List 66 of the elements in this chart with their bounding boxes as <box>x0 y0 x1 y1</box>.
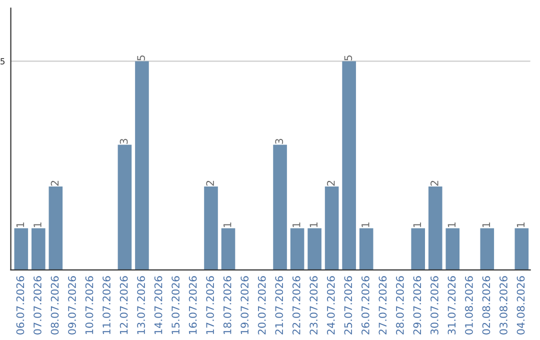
bar <box>221 228 236 270</box>
x-tick-label: 06.07.2026 <box>16 276 24 334</box>
data-label: 1 <box>482 222 490 228</box>
x-tick-label: 16.07.2026 <box>188 276 197 334</box>
x-tick-label: 18.07.2026 <box>223 276 232 334</box>
data-label: 1 <box>362 222 370 228</box>
x-tick-label: 02.08.2026 <box>482 276 490 334</box>
bar <box>342 61 356 270</box>
bar <box>290 228 304 270</box>
data-label: 1 <box>413 222 421 228</box>
bar <box>118 144 132 270</box>
data-label: 1 <box>224 222 232 228</box>
data-label: 1 <box>310 222 318 228</box>
data-label: 1 <box>516 222 525 228</box>
data-label: 1 <box>292 222 300 228</box>
data-label: 3 <box>120 138 128 144</box>
bar <box>14 228 28 270</box>
data-label: 1 <box>16 222 24 228</box>
bar <box>135 61 149 270</box>
data-label: 2 <box>50 180 59 186</box>
bar <box>204 186 218 270</box>
bar <box>428 186 442 270</box>
data-label: 1 <box>448 222 456 228</box>
x-tick-label: 15.07.2026 <box>172 276 180 334</box>
bar <box>446 228 460 270</box>
x-tick-label: 21.07.2026 <box>275 276 284 334</box>
x-tick-label: 08.07.2026 <box>50 276 59 334</box>
x-tick-label: 13.07.2026 <box>137 276 145 334</box>
x-tick-label: 17.07.2026 <box>206 276 214 334</box>
x-tick-label: 23.07.2026 <box>310 276 318 334</box>
x-tick-label: 28.07.2026 <box>396 276 404 334</box>
bar <box>308 228 322 270</box>
x-tick-label: 20.07.2026 <box>258 276 266 334</box>
bar <box>359 228 374 270</box>
x-tick-label: 27.07.2026 <box>378 276 387 334</box>
x-tick-label: 07.07.2026 <box>34 276 42 334</box>
data-label: 2 <box>326 180 335 186</box>
x-tick-label: 29.07.2026 <box>413 276 422 334</box>
bar <box>411 228 426 270</box>
x-tick-label: 11.07.2026 <box>102 276 110 334</box>
data-label: 2 <box>430 180 438 186</box>
bar <box>480 228 494 270</box>
x-tick-label: 04.08.2026 <box>516 276 525 334</box>
x-tick-label: 19.07.2026 <box>240 276 249 334</box>
bar <box>324 186 339 270</box>
x-tick-label: 26.07.2026 <box>361 276 370 334</box>
data-label: 2 <box>206 180 214 186</box>
x-tick-label: 01.08.2026 <box>465 276 473 334</box>
bar <box>514 228 529 270</box>
x-tick-label: 09.07.2026 <box>68 276 76 334</box>
x-tick-label: 22.07.2026 <box>292 276 300 334</box>
bar <box>32 228 46 270</box>
x-tick-label: 03.08.2026 <box>500 276 508 334</box>
x-tick-label: 24.07.2026 <box>326 276 335 334</box>
data-label: 5 <box>344 55 352 60</box>
x-tick-label: 12.07.2026 <box>120 276 128 334</box>
x-tick-label: 10.07.2026 <box>85 276 94 334</box>
x-tick-label: 14.07.2026 <box>154 276 162 334</box>
x-tick-label: 31.07.2026 <box>448 276 456 334</box>
data-label: 5 <box>137 55 145 60</box>
bar <box>273 144 287 270</box>
bar <box>48 186 63 270</box>
data-label: 3 <box>275 138 284 144</box>
x-tick-label: 25.07.2026 <box>344 276 352 334</box>
data-label: 1 <box>34 222 42 228</box>
x-tick-label: 30.07.2026 <box>430 276 438 334</box>
